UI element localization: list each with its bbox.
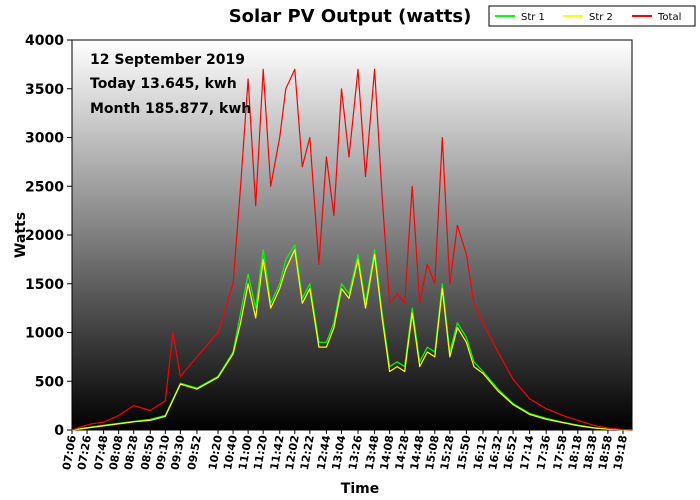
legend-label-total: Total [657, 12, 681, 23]
x-tick-label: 14:28 [393, 434, 412, 471]
series-line-total [71, 68, 633, 431]
chart-title: Solar PV Output (watts) [229, 6, 472, 27]
x-tick-label: 16:52 [501, 434, 520, 471]
legend-item-str1: Str 1 [495, 12, 545, 23]
y-tick-label: 0 [54, 423, 64, 439]
x-tick-label: 16:32 [486, 434, 505, 471]
x-tick-label: 18:58 [596, 434, 615, 471]
annotation-date: 12 September 2019 [90, 52, 245, 68]
x-tick-label: 11:00 [236, 434, 255, 471]
x-tick-label: 15:50 [454, 434, 473, 471]
x-tick-label: 09:52 [185, 434, 204, 471]
y-tick-label: 500 [35, 374, 64, 390]
legend-box [488, 5, 696, 27]
x-tick-label: 13:48 [363, 434, 382, 471]
x-tick-label: 15:08 [423, 434, 442, 471]
annotation-month: Month 185.877, kwh [90, 101, 251, 117]
x-tick-label: 17:14 [518, 434, 537, 471]
series-line-str2 [71, 249, 633, 431]
y-tick-label: 4000 [25, 33, 64, 49]
x-tick-label: 11:42 [268, 434, 287, 471]
x-tick-label: 08:08 [107, 434, 126, 471]
legend-item-str2: Str 2 [563, 12, 613, 23]
x-tick-label: 17:36 [534, 434, 553, 471]
x-tick-label: 12:22 [298, 434, 317, 471]
x-tick-label: 15:28 [438, 434, 457, 471]
x-tick-label: 10:20 [206, 434, 225, 471]
y-tick-label: 2500 [25, 179, 64, 195]
y-tick-label: 1000 [25, 326, 64, 342]
x-tick-label: 12:02 [283, 434, 302, 471]
x-tick-label: 18:38 [581, 434, 600, 471]
y-tick-label: 3500 [25, 82, 64, 98]
legend: Str 1 Str 2 Total [488, 5, 696, 27]
annotation-today: Today 13.645, kwh [90, 76, 237, 92]
x-axis: 07:0607:2607:4808:0808:2808:5009:1009:30… [60, 430, 630, 471]
x-tick-label: 08:28 [122, 434, 141, 471]
series-layer [71, 68, 633, 431]
legend-label-str1: Str 1 [521, 12, 545, 23]
x-tick-label: 16:12 [471, 434, 490, 471]
x-tick-label: 13:04 [330, 434, 349, 471]
y-tick-label: 3000 [25, 131, 64, 147]
x-tick-label: 11:20 [251, 434, 270, 471]
x-tick-label: 17:58 [551, 434, 570, 471]
x-tick-label: 07:06 [60, 434, 79, 471]
x-tick-label: 13:26 [346, 434, 365, 471]
x-tick-label: 09:30 [168, 434, 187, 471]
y-axis-label: Watts [13, 212, 29, 258]
series-line-str1 [71, 244, 633, 431]
y-tick-label: 2000 [25, 228, 64, 244]
x-tick-label: 12:44 [314, 434, 333, 471]
x-tick-label: 18:18 [566, 434, 585, 471]
x-tick-label: 14:48 [408, 434, 427, 471]
x-tick-label: 14:08 [378, 434, 397, 471]
x-tick-label: 10:40 [221, 434, 240, 471]
x-tick-label: 07:48 [92, 434, 111, 471]
x-tick-label: 19:18 [611, 434, 630, 471]
y-tick-label: 1500 [25, 277, 64, 293]
x-tick-label: 07:26 [75, 434, 94, 471]
legend-item-total: Total [632, 12, 681, 23]
y-axis: 0 500 1000 1500 2000 2500 3000 3500 4000 [25, 33, 72, 439]
x-axis-label: Time [341, 481, 379, 497]
annotations: 12 September 2019 Today 13.645, kwh Mont… [90, 52, 251, 117]
legend-label-str2: Str 2 [589, 12, 613, 23]
x-tick-label: 08:50 [138, 434, 157, 471]
x-tick-label: 09:10 [153, 434, 172, 471]
plot-background [71, 39, 633, 431]
